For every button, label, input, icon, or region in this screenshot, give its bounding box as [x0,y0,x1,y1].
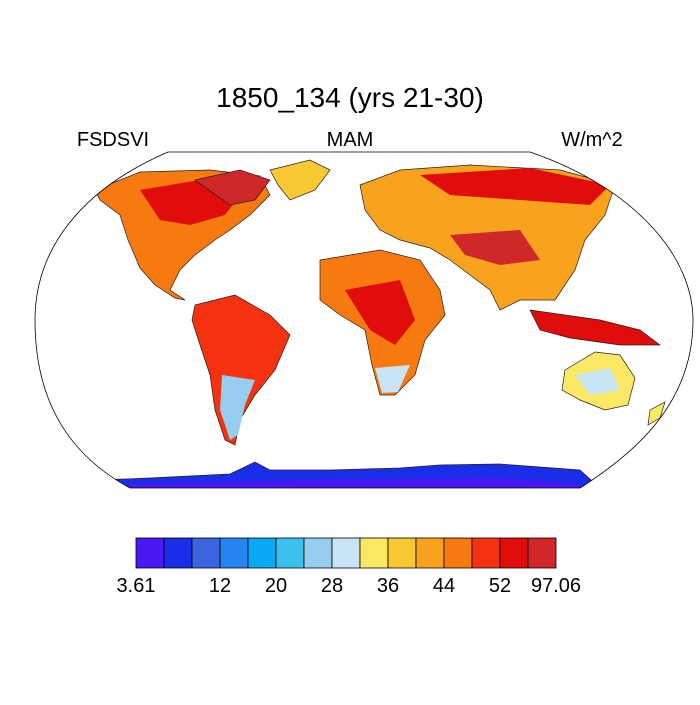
map [34,151,694,489]
colorbar-label: 36 [377,575,399,597]
map-outline [34,151,694,489]
colorbar-box [275,537,305,569]
colorbar-label: 97.06 [531,575,581,597]
left-label: FSDSVI [77,129,149,151]
colorbar-box [471,537,501,569]
colorbar-box [247,537,277,569]
right-label: W/m^2 [561,129,623,151]
colorbar-label: 52 [489,575,511,597]
maritime-asia [529,309,662,346]
colorbar-label: 12 [209,575,231,597]
colorbar-box [331,537,361,569]
title: 1850_134 (yrs 21-30) [216,82,484,113]
colorbar-box [303,537,333,569]
colorbar-box [219,537,249,569]
patagonia [220,375,255,440]
colorbar-box [163,537,193,569]
colorbar-label: 20 [265,575,287,597]
arctic-islands [194,169,271,206]
greenland [269,159,331,201]
colorbar-box [499,537,529,569]
colorbar-label: 3.61 [117,575,156,597]
colorbar-box [359,537,389,569]
siberia [420,168,610,205]
colorbar-box [387,537,417,569]
colorbar-label: 28 [321,575,343,597]
antarctica-inner [130,478,580,488]
central-africa [345,280,415,345]
colorbar-box [443,537,473,569]
center-label: MAM [327,129,374,151]
colorbar-box [135,537,165,569]
colorbar-box [191,537,221,569]
tibet [450,230,540,265]
australia-interior [575,368,620,395]
colorbar-label: 44 [433,575,455,597]
colorbar-box [527,537,557,569]
colorbar-box [415,537,445,569]
south-africa [375,365,410,393]
colorbar: 3.61 12 20 28 36 44 52 97.06 [117,537,581,597]
